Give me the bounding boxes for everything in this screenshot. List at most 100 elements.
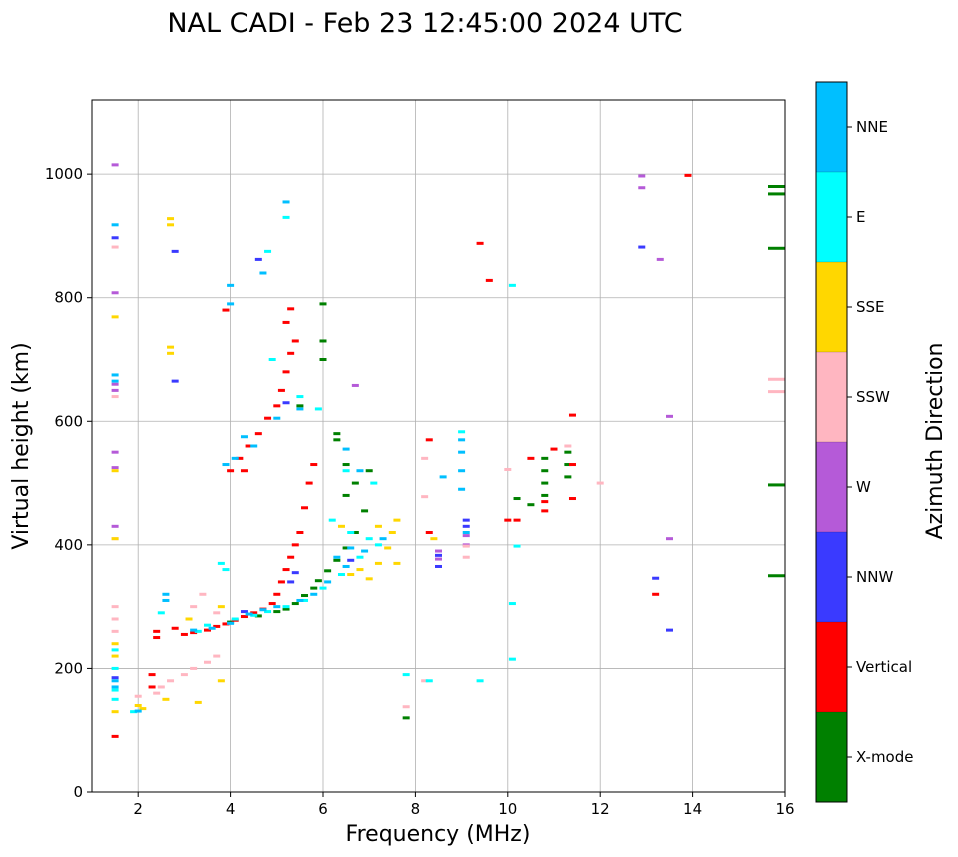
data-point bbox=[324, 569, 332, 573]
data-point bbox=[513, 518, 521, 522]
data-point bbox=[310, 592, 318, 596]
data-point bbox=[361, 509, 369, 513]
data-point bbox=[476, 679, 484, 683]
colorbar-segment bbox=[816, 82, 847, 172]
data-point bbox=[245, 444, 253, 448]
data-point bbox=[458, 469, 466, 473]
data-point bbox=[148, 685, 156, 689]
data-point bbox=[425, 531, 433, 534]
data-point bbox=[319, 339, 327, 343]
data-point bbox=[310, 586, 318, 590]
y-axis-ticks: 0 200 400 600 800 1000 bbox=[45, 165, 92, 801]
data-point bbox=[273, 416, 281, 420]
data-point bbox=[305, 481, 313, 485]
data-point bbox=[254, 614, 262, 618]
data-point bbox=[430, 537, 438, 541]
data-point bbox=[282, 200, 290, 204]
data-point bbox=[282, 320, 290, 324]
data-point bbox=[111, 537, 119, 541]
data-point bbox=[541, 493, 549, 497]
data-point bbox=[425, 679, 433, 683]
data-point bbox=[384, 546, 392, 550]
data-point bbox=[148, 673, 156, 677]
y-tick-label: 400 bbox=[54, 536, 83, 554]
x-tick-label: 4 bbox=[226, 800, 236, 818]
series-nnw bbox=[111, 236, 673, 680]
data-point bbox=[768, 483, 785, 487]
data-point bbox=[134, 704, 142, 707]
data-point bbox=[435, 549, 442, 553]
data-point bbox=[231, 456, 239, 460]
data-point bbox=[504, 467, 512, 471]
data-point bbox=[111, 710, 119, 714]
data-point bbox=[388, 531, 396, 534]
data-point bbox=[180, 632, 188, 636]
data-point bbox=[564, 450, 572, 454]
data-point bbox=[162, 697, 170, 701]
series-e bbox=[111, 215, 521, 714]
series-ssw bbox=[111, 245, 785, 709]
data-point bbox=[347, 531, 355, 534]
data-point bbox=[273, 592, 281, 596]
data-point bbox=[291, 339, 299, 343]
data-point bbox=[435, 564, 442, 568]
data-point bbox=[287, 351, 295, 355]
data-point bbox=[296, 598, 304, 602]
data-point bbox=[208, 626, 216, 630]
data-point bbox=[402, 716, 410, 720]
data-point bbox=[222, 568, 230, 572]
data-point bbox=[351, 531, 359, 534]
data-point bbox=[301, 506, 309, 510]
data-point bbox=[564, 463, 572, 467]
data-point bbox=[527, 503, 535, 507]
data-point bbox=[111, 469, 119, 473]
data-point bbox=[111, 629, 119, 633]
data-point bbox=[342, 463, 350, 467]
y-tick-label: 600 bbox=[54, 412, 83, 430]
colorbar-tick-label: E bbox=[856, 208, 865, 226]
data-point bbox=[421, 679, 429, 683]
data-point bbox=[111, 450, 119, 454]
colorbar-tick-label: SSE bbox=[856, 298, 885, 316]
data-point bbox=[213, 654, 221, 658]
data-point bbox=[458, 487, 466, 491]
data-point bbox=[541, 481, 549, 485]
data-point bbox=[268, 602, 276, 606]
data-point bbox=[273, 610, 281, 614]
series-nne bbox=[111, 200, 470, 713]
data-point bbox=[111, 373, 119, 377]
data-point bbox=[240, 610, 248, 614]
data-point bbox=[111, 679, 119, 683]
data-point bbox=[111, 605, 119, 609]
colorbar-tick-label: SSW bbox=[856, 388, 890, 406]
data-point bbox=[666, 414, 673, 418]
data-point bbox=[458, 450, 466, 454]
x-tick-label: 6 bbox=[318, 800, 328, 818]
data-point bbox=[301, 594, 309, 598]
x-tick-label: 8 bbox=[411, 800, 421, 818]
data-point bbox=[541, 509, 549, 513]
colorbar-tick-label: Vertical bbox=[856, 658, 912, 676]
data-point bbox=[333, 558, 341, 562]
data-point bbox=[167, 217, 175, 221]
data-point bbox=[333, 555, 341, 559]
data-point bbox=[421, 495, 429, 499]
data-point bbox=[504, 518, 512, 522]
grid-lines bbox=[92, 100, 786, 793]
data-point bbox=[296, 404, 304, 408]
data-point bbox=[462, 544, 470, 548]
data-point bbox=[111, 388, 119, 392]
series-w bbox=[111, 163, 673, 561]
data-point bbox=[171, 249, 179, 253]
data-point bbox=[319, 302, 327, 306]
data-point bbox=[291, 543, 299, 547]
data-point bbox=[153, 629, 161, 633]
data-point bbox=[425, 438, 433, 442]
data-point bbox=[513, 544, 521, 548]
data-point bbox=[287, 555, 295, 559]
data-point bbox=[111, 676, 119, 680]
colorbar-tick-label: NNE bbox=[856, 118, 888, 136]
data-point bbox=[111, 524, 119, 528]
data-point bbox=[213, 611, 221, 615]
data-point bbox=[190, 631, 198, 635]
